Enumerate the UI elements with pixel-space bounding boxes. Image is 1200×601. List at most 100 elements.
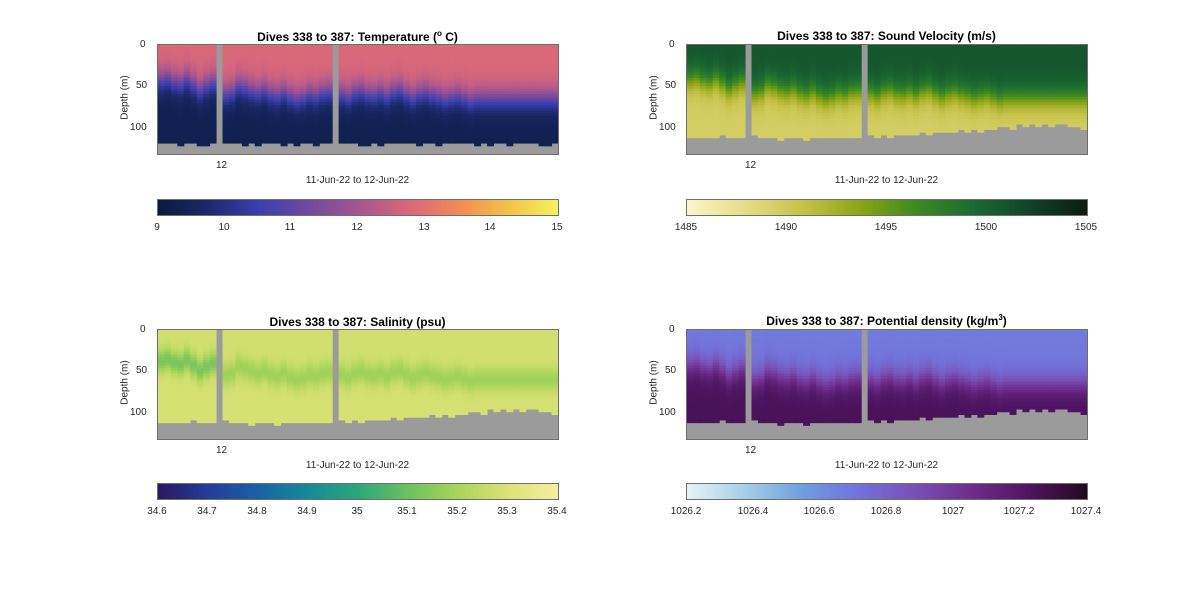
heatmap-cell: [351, 94, 359, 98]
heatmap-cell: [358, 74, 365, 79]
heatmap-cell: [1080, 69, 1087, 73]
heatmap-cell: [454, 137, 462, 141]
heatmap-cell: [706, 102, 714, 106]
heatmap-cell: [841, 77, 849, 81]
colorbar-swatch: [791, 200, 794, 215]
colorbar-swatch: [420, 200, 423, 215]
heatmap-cell: [506, 104, 514, 109]
heatmap-cell: [803, 124, 811, 128]
heatmap-cell: [919, 99, 927, 103]
colorbar-swatch: [727, 200, 730, 215]
heatmap-cell: [474, 91, 482, 95]
heatmap-cell: [1061, 121, 1069, 125]
heatmap-cell: [1035, 53, 1043, 57]
heatmap-cell: [512, 140, 520, 144]
heatmap-cell: [164, 113, 172, 117]
heatmap-cell: [828, 107, 836, 111]
heatmap-cell: [190, 132, 198, 136]
heatmap-cell: [719, 77, 727, 81]
heatmap-cell: [932, 72, 940, 76]
heatmap-cell: [177, 417, 185, 421]
heatmap-cell: [170, 346, 178, 350]
heatmap-cell: [358, 107, 365, 111]
heatmap-cell: [409, 64, 417, 68]
heatmap-cell: [493, 55, 501, 60]
heatmap-cell: [467, 121, 475, 125]
colorbar-swatch: [234, 200, 237, 215]
heatmap-cell: [1067, 55, 1075, 60]
heatmap-cell: [1035, 74, 1043, 79]
heatmap-cell: [183, 343, 191, 347]
heatmap-cell: [912, 102, 920, 106]
heatmap-cell: [777, 69, 785, 73]
heatmap-cell: [183, 330, 191, 334]
heatmap-cell: [964, 91, 972, 95]
heatmap-cell: [228, 126, 236, 130]
heatmap-cell: [448, 129, 456, 133]
heatmap-cell: [874, 121, 882, 125]
heatmap-cell: [396, 115, 404, 120]
heatmap-cell: [938, 45, 946, 49]
colorbar-swatch: [911, 200, 914, 215]
colorbar-swatch: [170, 200, 173, 215]
colorbar-swatch: [965, 200, 968, 215]
salinity-heatmap: [157, 329, 559, 440]
heatmap-cell: [306, 102, 314, 106]
heatmap-cell: [519, 85, 527, 90]
heatmap-cell: [319, 107, 327, 111]
heatmap-cell: [693, 104, 701, 109]
heatmap-cell: [416, 55, 424, 60]
heatmap-cell: [777, 88, 785, 92]
heatmap-cell: [422, 66, 430, 71]
heatmap-cell: [499, 74, 507, 79]
colorbar-swatch: [546, 200, 549, 215]
heatmap-cell: [467, 69, 475, 73]
heatmap-cell: [828, 72, 836, 76]
heatmap-cell: [957, 99, 965, 103]
heatmap-cell: [1009, 124, 1017, 128]
heatmap-cell: [196, 384, 204, 388]
heatmap-cell: [725, 50, 733, 54]
heatmap-cell: [409, 110, 417, 114]
heatmap-cell: [519, 66, 527, 71]
colorbar-swatch: [250, 200, 253, 215]
heatmap-cell: [209, 50, 217, 54]
heatmap-cell: [1028, 72, 1036, 76]
heatmap-cell: [996, 58, 1004, 62]
heatmap-cell: [990, 110, 998, 114]
heatmap-cell: [512, 129, 520, 133]
heatmap-cell: [738, 134, 746, 139]
colorbar-swatch: [1083, 200, 1086, 215]
colorbar-swatch: [1047, 200, 1050, 215]
heatmap-cell: [906, 64, 914, 68]
heatmap-cell: [712, 124, 720, 128]
heatmap-cell: [925, 77, 933, 81]
heatmap-cell: [751, 88, 759, 92]
heatmap-cell: [906, 96, 914, 100]
heatmap-cell: [945, 88, 953, 92]
heatmap-cell: [480, 99, 488, 103]
heatmap-cell: [899, 61, 907, 65]
heatmap-cell: [422, 104, 430, 109]
heatmap-cell: [1016, 85, 1023, 90]
heatmap-cell: [183, 126, 191, 130]
heatmap-cell: [764, 58, 772, 62]
heatmap-cell: [970, 80, 978, 84]
heatmap-cell: [912, 80, 920, 84]
heatmap-cell: [887, 104, 894, 109]
heatmap-cell: [906, 66, 914, 71]
colorbar-swatch: [1015, 200, 1018, 215]
heatmap-cell: [751, 96, 759, 100]
heatmap-cell: [957, 94, 965, 98]
heatmap-cell: [274, 126, 282, 130]
heatmap-cell: [248, 99, 256, 103]
heatmap-cell: [970, 110, 978, 114]
heatmap-cell: [428, 88, 436, 92]
heatmap-cell: [545, 80, 553, 84]
heatmap-cell: [164, 53, 172, 57]
heatmap-cell: [403, 64, 411, 68]
heatmap-cell: [990, 121, 998, 125]
heatmap-cell: [867, 83, 875, 87]
colorbar-swatch: [462, 200, 465, 215]
heatmap-cell: [403, 80, 411, 84]
